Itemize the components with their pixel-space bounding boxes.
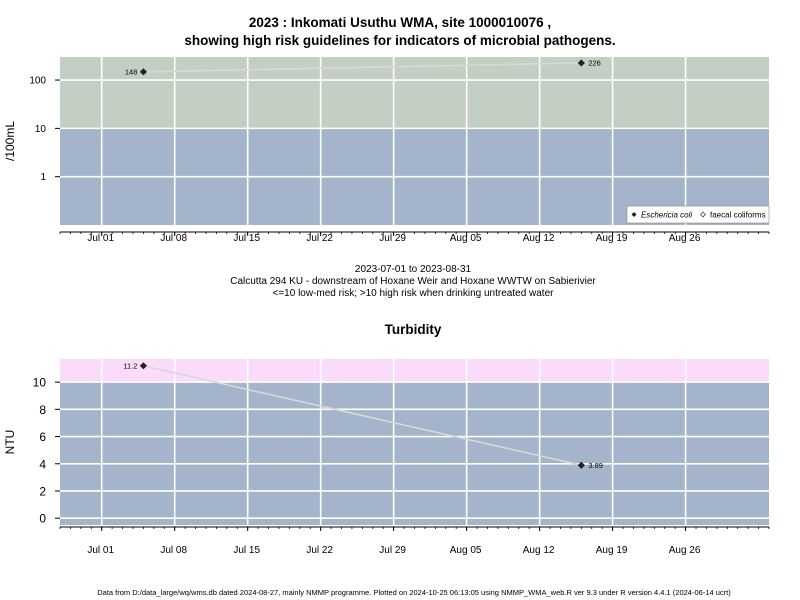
turbidity-high-risk-band: [60, 359, 769, 383]
site-description-caption: Calcutta 294 KU - downstream of Hoxane W…: [230, 276, 596, 287]
legend-box: [626, 205, 770, 224]
micro-x-tick-label: Jul 08: [160, 233, 187, 244]
micro-data-point: [577, 59, 585, 67]
turbidity-x-tick-label: Jul 01: [87, 545, 114, 556]
micro-high-risk-band: [60, 57, 769, 129]
micro-x-tick-label: Jul 22: [306, 233, 333, 244]
turbidity-x-tick-label: Aug 05: [450, 545, 482, 556]
micro-x-tick-label: Aug 05: [450, 233, 482, 244]
legend-ecoli-marker: [631, 212, 637, 217]
turbidity-data-point: [139, 362, 148, 370]
turbidity-data-label: 3.89: [588, 461, 603, 470]
turbidity-y-tick-label: 0: [39, 512, 46, 526]
figure-title: 2023 : Inkomati Usuthu WMA, site 1000010…: [0, 14, 800, 50]
figure-title-line2: showing high risk guidelines for indicat…: [184, 33, 616, 48]
micro-data-label: 148: [125, 67, 138, 76]
micro-series-line: [143, 62, 582, 73]
legend-ecoli-label: Eschericia coli: [641, 211, 692, 220]
turbidity-x-tick-label: Jul 15: [233, 545, 260, 556]
micro-x-tick-label: Jul 29: [379, 233, 406, 244]
turbidity-y-tick-label: 8: [39, 403, 46, 417]
figure-title-line1: 2023 : Inkomati Usuthu WMA, site 1000010…: [248, 15, 552, 30]
date-range-caption: 2023-07-01 to 2023-08-31: [354, 264, 472, 275]
turbidity-y-tick-label: 10: [33, 376, 47, 390]
turbidity-data-point: [577, 461, 585, 469]
micro-x-tick-label: Aug 19: [596, 233, 628, 244]
micro-data-point: [139, 68, 148, 76]
micro-y-tick-label: 1: [40, 172, 46, 183]
turbidity-data-label: 11.2: [123, 361, 137, 370]
turbidity-y-axis-label: NTU: [3, 430, 17, 455]
turbidity-series-line: [143, 365, 582, 467]
micro-chart: Jul 01 Jul 08 Jul 15 Jul 22 Jul 29 Aug 05 Aug …: [3, 57, 770, 244]
turbidity-x-tick-label: Aug 19: [596, 545, 628, 556]
turbidity-y-tick-label: 2: [39, 484, 46, 498]
turbidity-x-tick-label: Jul 08: [160, 545, 187, 556]
legend-faecal-label: faecal coliforms: [710, 211, 766, 220]
turbidity-x-tick-label: Aug 12: [523, 545, 555, 556]
turbidity-chart: Jul 01 Jul 08 Jul 15 Jul 22 Jul 29 Aug 05 Aug …: [3, 359, 770, 556]
turbidity-low-risk-band: [60, 382, 769, 525]
micro-x-tick-label: Jul 01: [87, 233, 114, 244]
micro-x-tick-label: Jul 15: [233, 233, 260, 244]
micro-legend: Eschericia coli faecal coliforms: [626, 205, 770, 224]
turbidity-x-tick-label: Jul 22: [306, 545, 333, 556]
risk-note-caption: <=10 low-med risk; >10 high risk when dr…: [272, 288, 554, 299]
turbidity-x-tick-label: Jul 29: [379, 545, 406, 556]
turbidity-chart-title: Turbidity: [384, 322, 442, 337]
micro-y-axis-label: /100mL: [3, 121, 17, 161]
micro-x-tick-label: Aug 12: [523, 233, 555, 244]
turbidity-y-tick-label: 6: [39, 430, 46, 444]
micro-y-tick-label: 10: [35, 124, 47, 135]
legend-faecal-marker: [700, 211, 706, 218]
turbidity-y-tick-label: 4: [39, 457, 46, 471]
turbidity-x-tick-label: Aug 26: [669, 545, 701, 556]
micro-data-label: 226: [588, 58, 601, 67]
micro-y-tick-label: 100: [29, 76, 46, 87]
micro-x-tick-label: Aug 26: [669, 233, 701, 244]
footer-note: Data from D:/data_large/wq/wms.db dated …: [97, 588, 731, 597]
